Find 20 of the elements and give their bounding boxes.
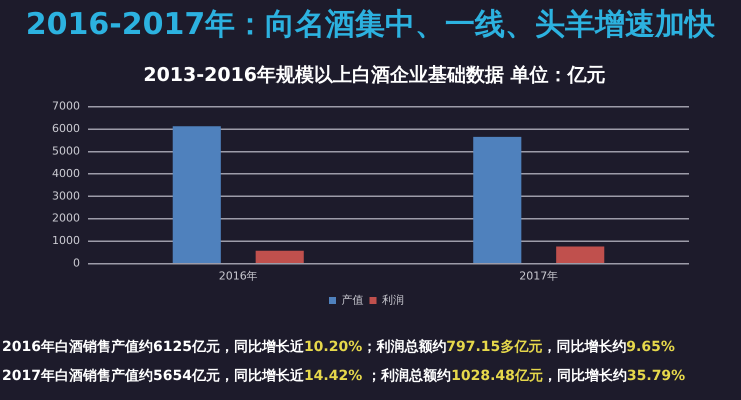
y-tick-label: 5000 (52, 144, 80, 158)
chart-title: 2016-2017年：向名酒集中、一线、头羊增速加快 (24, 6, 716, 44)
text: 2016年白酒销售产值约6125亿元，同比增长近10.20%；利润总额约797.15多亿元，同比增长约9.65% (2, 338, 675, 357)
y-tick-label: 1000 (52, 234, 80, 248)
bar (556, 246, 604, 264)
chart-subtitle: 2013-2016年规模以上白酒企业基础数据 单位：亿元 (142, 63, 607, 88)
bar (256, 250, 304, 264)
y-tick-label: 4000 (52, 166, 80, 180)
y-tick-label: 6000 (52, 122, 80, 135)
y-tick-label: 2000 (52, 212, 80, 225)
bar (172, 126, 221, 264)
bar (473, 136, 522, 264)
y-tick-label: 3000 (52, 189, 80, 202)
text: 2017年白酒销售产值约5654亿元，同比增长近14.42% ；利润总额约1028.48亿元，同比增长约35.79% (2, 366, 686, 386)
legend-label: 产值 (342, 293, 364, 306)
y-tick-label: 7000 (52, 99, 80, 112)
x-tick-label: 2016年 (218, 269, 258, 282)
x-tick-label: 2017年 (519, 269, 558, 282)
y-tick-label: 0 (72, 256, 80, 270)
legend-label: 利润 (382, 293, 404, 306)
